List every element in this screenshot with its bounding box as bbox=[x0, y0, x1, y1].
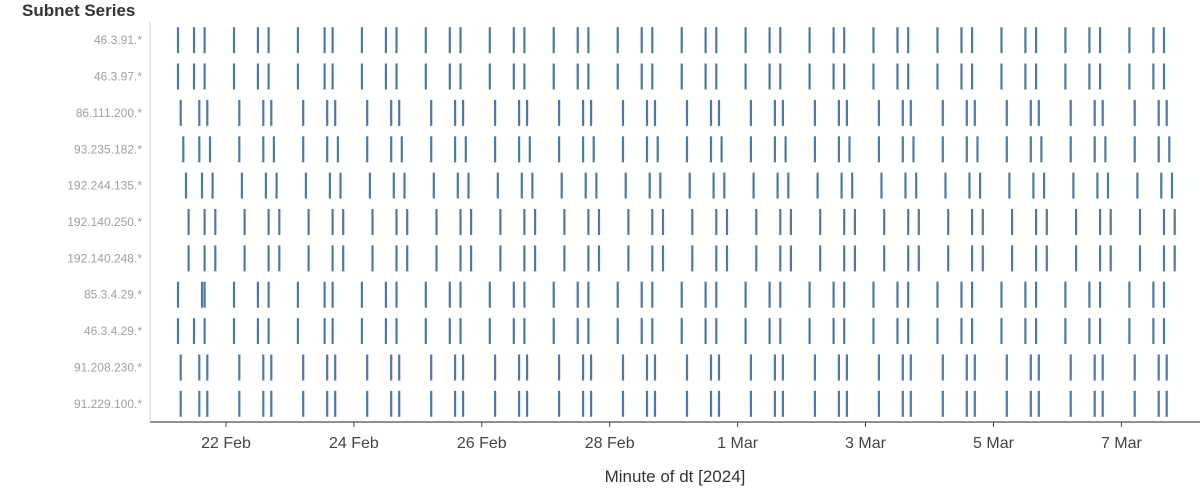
x-tick-label: 28 Feb bbox=[585, 435, 635, 452]
row-label: 46.3.4.29.* bbox=[84, 324, 142, 338]
row-label: 86.111.200.* bbox=[76, 106, 143, 120]
x-tick-label: 3 Mar bbox=[845, 435, 887, 452]
event-marks bbox=[176, 27, 1176, 417]
row-label: 46.3.97.* bbox=[94, 70, 142, 84]
row-label: 192.140.248.* bbox=[67, 251, 142, 265]
row-label: 192.244.135.* bbox=[67, 179, 142, 193]
row-label: 91.229.100.* bbox=[74, 397, 142, 411]
row-label: 192.140.250.* bbox=[67, 215, 142, 229]
row-label: 91.208.230.* bbox=[74, 360, 142, 374]
row-label: 93.235.182.* bbox=[74, 142, 142, 156]
row-label: 85.3.4.29.* bbox=[84, 288, 142, 302]
x-tick-label: 24 Feb bbox=[329, 435, 379, 452]
x-tick-label: 26 Feb bbox=[457, 435, 507, 452]
x-tick-label: 5 Mar bbox=[973, 435, 1015, 452]
x-tick-label: 7 Mar bbox=[1101, 435, 1143, 452]
x-tick-label: 22 Feb bbox=[201, 435, 251, 452]
row-header: Subnet Series bbox=[22, 1, 136, 20]
x-tick-label: 1 Mar bbox=[717, 435, 759, 452]
row-label: 46.3.91.* bbox=[94, 33, 142, 47]
row-labels: 46.3.91.* 46.3.97.* 86.111.200.* 93.235.182… bbox=[67, 33, 142, 411]
x-ticks: 22 Feb 24 Feb 26 Feb 28 Feb 1 Mar 3 Mar 5 Mar 7… bbox=[201, 422, 1143, 452]
x-axis-title: Minute of dt [2024] bbox=[605, 467, 746, 486]
